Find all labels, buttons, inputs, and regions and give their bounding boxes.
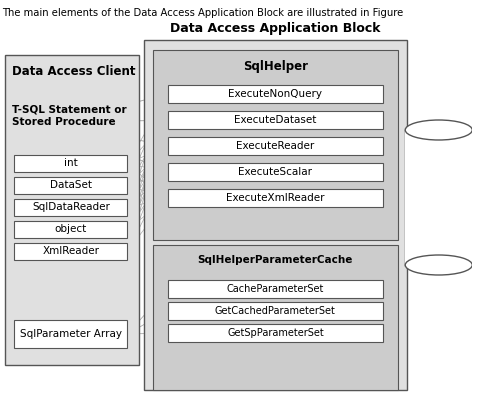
Text: T-SQL Statement or
Stored Procedure: T-SQL Statement or Stored Procedure — [12, 105, 127, 126]
Text: Data Access Client: Data Access Client — [12, 65, 136, 78]
Bar — [405, 130, 472, 265]
Text: ExecuteXmlReader: ExecuteXmlReader — [226, 193, 325, 203]
Ellipse shape — [405, 120, 472, 140]
Text: SqlHelperParameterCache: SqlHelperParameterCache — [198, 255, 353, 265]
Text: ExecuteNonQuery: ExecuteNonQuery — [228, 89, 322, 99]
Bar — [143, 40, 407, 390]
Bar — [14, 177, 127, 194]
Text: ExecuteDataset: ExecuteDataset — [234, 115, 317, 125]
Text: GetSpParameterSet: GetSpParameterSet — [227, 328, 324, 338]
Text: Data Access Application Block: Data Access Application Block — [170, 22, 381, 35]
Bar — [168, 163, 383, 181]
Text: SqlDataReader: SqlDataReader — [32, 202, 110, 212]
Bar — [14, 221, 127, 238]
Bar — [153, 245, 397, 390]
Ellipse shape — [405, 255, 472, 275]
Bar — [14, 199, 127, 216]
Text: int: int — [64, 158, 78, 168]
Bar — [168, 111, 383, 129]
Text: ExecuteReader: ExecuteReader — [236, 141, 315, 151]
Bar — [5, 55, 139, 365]
Bar — [168, 137, 383, 155]
Text: XmlReader: XmlReader — [42, 246, 100, 256]
Bar — [168, 189, 383, 207]
Bar — [14, 155, 127, 172]
Bar — [153, 50, 397, 240]
Bar — [168, 302, 383, 320]
Text: The main elements of the Data Access Application Block are illustrated in Figure: The main elements of the Data Access App… — [2, 8, 403, 18]
Bar — [14, 320, 127, 348]
Text: CacheParameterSet: CacheParameterSet — [227, 284, 324, 294]
Text: ExecuteScalar: ExecuteScalar — [239, 167, 313, 177]
Text: GetCachedParameterSet: GetCachedParameterSet — [215, 306, 336, 316]
Text: SqlHelper: SqlHelper — [243, 60, 308, 73]
Text: DataSet: DataSet — [50, 180, 92, 190]
Bar — [168, 324, 383, 342]
Text: object: object — [55, 224, 87, 234]
Bar — [14, 243, 127, 260]
Text: SqlParameter Array: SqlParameter Array — [20, 329, 122, 339]
Bar — [168, 280, 383, 298]
Bar — [168, 85, 383, 103]
